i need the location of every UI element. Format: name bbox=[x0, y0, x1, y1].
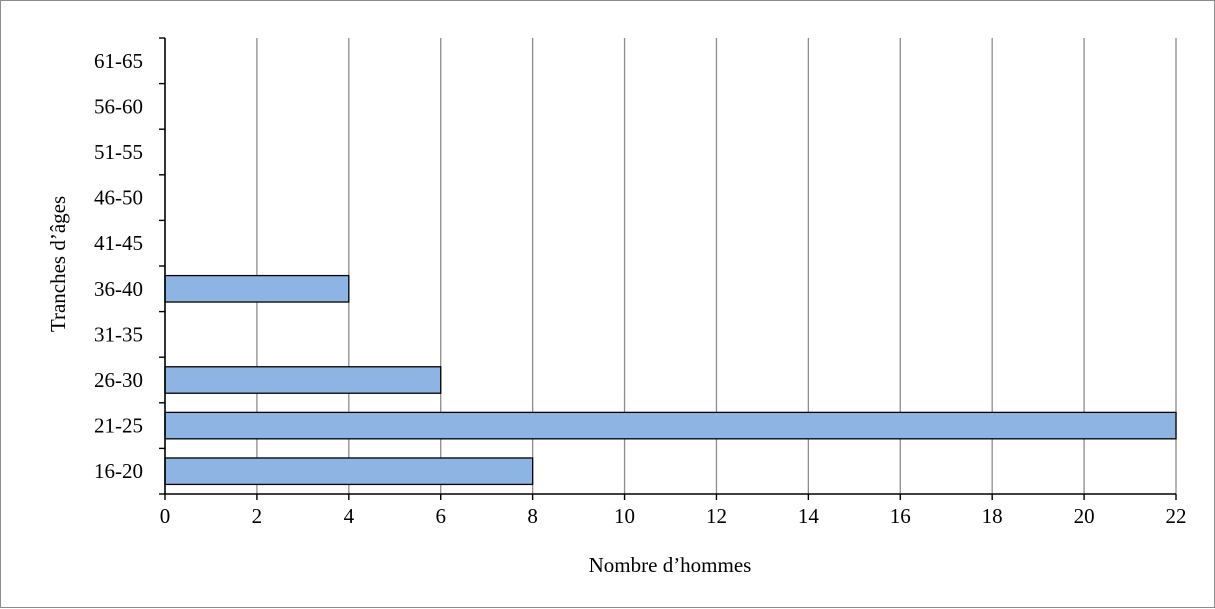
axes bbox=[159, 37, 1177, 500]
bars bbox=[164, 274, 1177, 486]
x-tick-label: 8 bbox=[527, 504, 538, 528]
tick-labels: 0 2 4 6 8 10 12 14 16 18 20 22 16-20 21-25 26-30 31-35 3… bbox=[94, 49, 1187, 528]
y-category-label: 31-35 bbox=[94, 322, 143, 346]
bar bbox=[164, 366, 442, 394]
y-category-label: 21-25 bbox=[94, 414, 143, 438]
x-tick-label: 14 bbox=[798, 504, 820, 528]
x-tick-label: 2 bbox=[252, 504, 263, 528]
x-tick-label: 0 bbox=[160, 504, 171, 528]
x-tick-label: 22 bbox=[1166, 504, 1187, 528]
x-axis-title: Nombre d’hommes bbox=[589, 553, 752, 577]
x-tick-label: 6 bbox=[435, 504, 446, 528]
y-category-label: 36-40 bbox=[94, 277, 143, 301]
y-category-label: 16-20 bbox=[94, 459, 143, 483]
y-category-label: 41-45 bbox=[94, 231, 143, 255]
y-category-label: 61-65 bbox=[94, 49, 143, 73]
y-category-label: 51-55 bbox=[94, 140, 143, 164]
x-tick-label: 16 bbox=[890, 504, 911, 528]
x-tick-label: 10 bbox=[614, 504, 635, 528]
y-category-label: 56-60 bbox=[94, 94, 143, 118]
bar bbox=[164, 411, 1177, 440]
y-category-label: 26-30 bbox=[94, 368, 143, 392]
x-tick-label: 20 bbox=[1074, 504, 1095, 528]
bar bbox=[164, 274, 350, 303]
x-tick-label: 18 bbox=[982, 504, 1003, 528]
y-category-label: 46-50 bbox=[94, 186, 143, 210]
y-axis-title: Tranches d’âges bbox=[46, 196, 70, 332]
x-tick-label: 4 bbox=[344, 504, 355, 528]
x-tick-label: 12 bbox=[706, 504, 727, 528]
bar bbox=[164, 457, 534, 486]
